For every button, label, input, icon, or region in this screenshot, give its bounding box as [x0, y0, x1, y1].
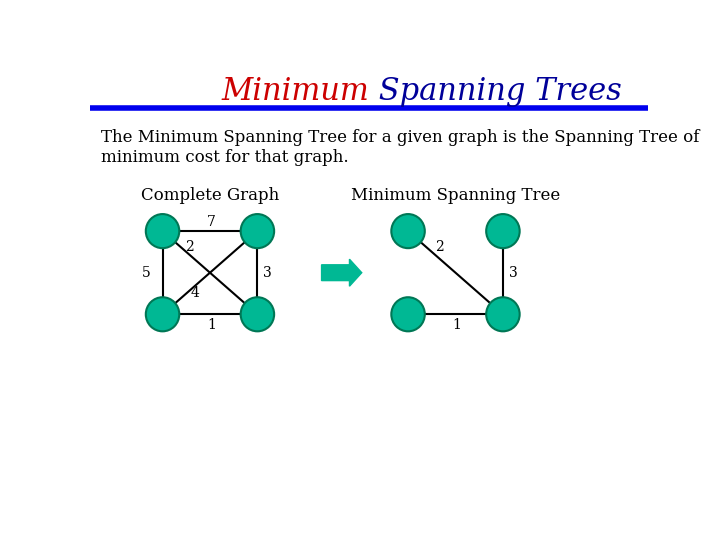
Ellipse shape	[392, 214, 425, 248]
Text: Minimum: Minimum	[221, 76, 369, 107]
Ellipse shape	[392, 297, 425, 332]
Text: 3: 3	[263, 266, 272, 280]
Ellipse shape	[486, 214, 520, 248]
Text: Spanning Trees: Spanning Trees	[369, 76, 622, 107]
Ellipse shape	[145, 214, 179, 248]
Text: 5: 5	[141, 266, 150, 280]
Text: 2: 2	[436, 240, 444, 253]
Text: 7: 7	[207, 214, 216, 228]
Text: 3: 3	[508, 266, 518, 280]
FancyArrow shape	[322, 259, 361, 286]
Text: 4: 4	[191, 287, 199, 300]
Text: 1: 1	[452, 318, 461, 332]
Ellipse shape	[240, 214, 274, 248]
Text: The Minimum Spanning Tree for a given graph is the Spanning Tree of
minimum cost: The Minimum Spanning Tree for a given gr…	[101, 129, 700, 166]
Ellipse shape	[486, 297, 520, 332]
Ellipse shape	[145, 297, 179, 332]
Text: 1: 1	[207, 318, 216, 332]
Text: 2: 2	[185, 240, 194, 253]
Ellipse shape	[240, 297, 274, 332]
Text: Minimum Spanning Tree: Minimum Spanning Tree	[351, 187, 560, 204]
Text: Complete Graph: Complete Graph	[141, 187, 279, 204]
